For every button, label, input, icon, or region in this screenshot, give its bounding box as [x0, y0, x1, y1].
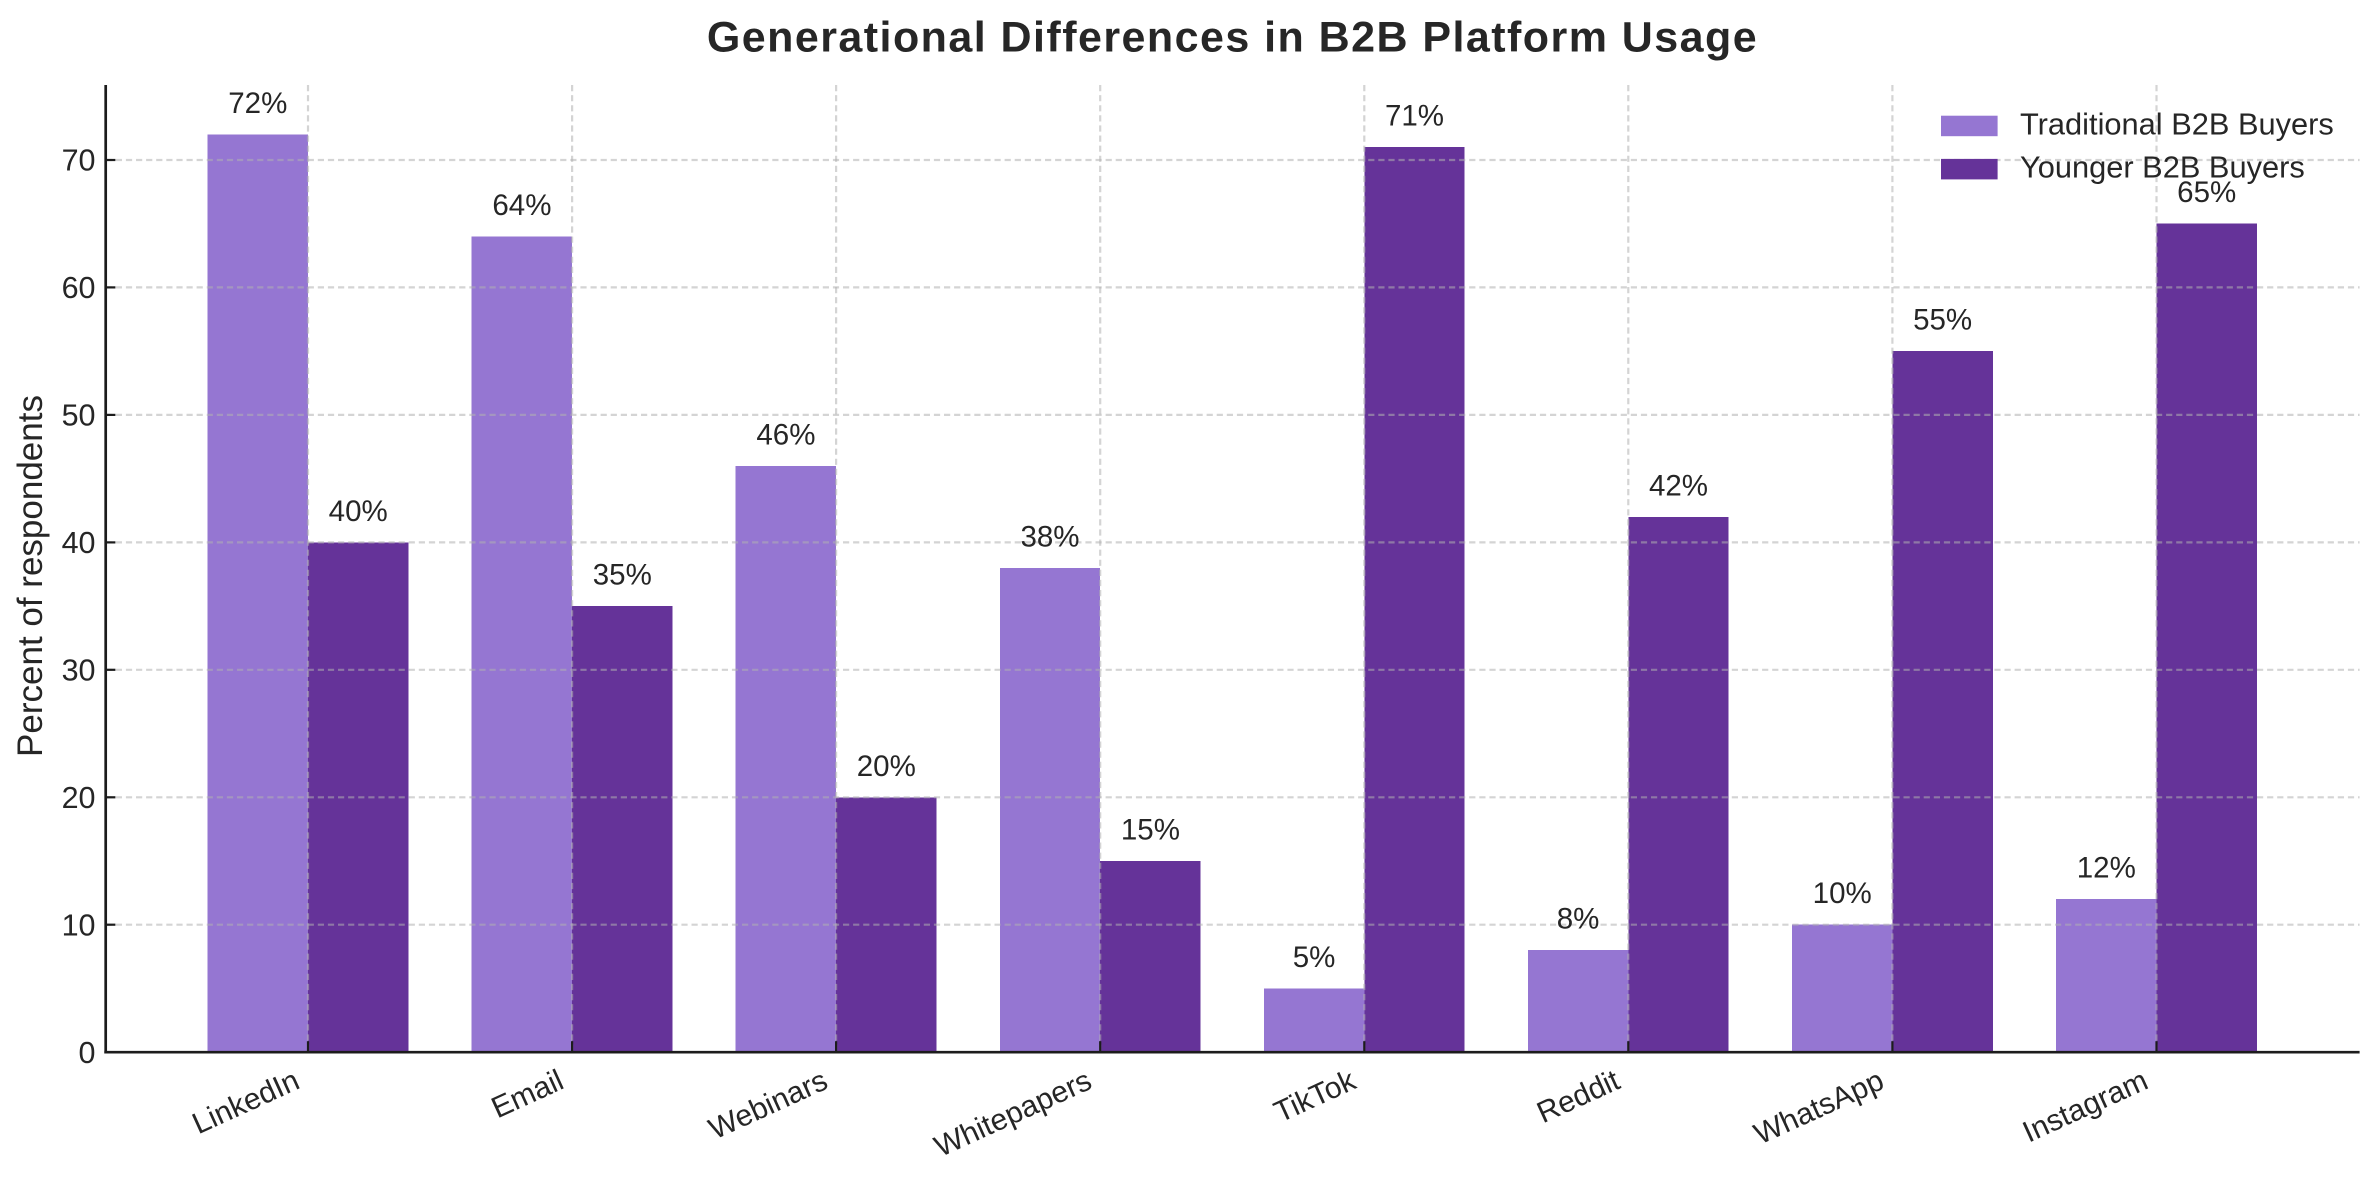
svg-text:Traditional B2B Buyers: Traditional B2B Buyers: [2020, 107, 2334, 142]
svg-text:30: 30: [62, 654, 96, 688]
svg-text:20: 20: [62, 781, 96, 815]
svg-text:38%: 38%: [1020, 520, 1079, 553]
svg-text:60: 60: [62, 271, 96, 305]
svg-text:64%: 64%: [492, 189, 551, 222]
svg-text:70: 70: [62, 144, 96, 178]
svg-text:0: 0: [79, 1036, 96, 1070]
svg-text:42%: 42%: [1649, 469, 1708, 502]
svg-text:8%: 8%: [1557, 903, 1600, 936]
svg-text:Younger B2B Buyers: Younger B2B Buyers: [2020, 150, 2305, 185]
svg-text:15%: 15%: [1121, 814, 1180, 847]
svg-text:46%: 46%: [756, 418, 815, 451]
svg-text:71%: 71%: [1385, 100, 1444, 133]
svg-text:12%: 12%: [2077, 852, 2136, 885]
svg-text:35%: 35%: [593, 559, 652, 592]
svg-text:72%: 72%: [228, 87, 287, 120]
svg-text:10%: 10%: [1813, 877, 1872, 910]
svg-text:5%: 5%: [1293, 941, 1336, 974]
svg-text:40: 40: [62, 526, 96, 560]
svg-text:50: 50: [62, 399, 96, 433]
svg-text:10: 10: [62, 908, 96, 942]
svg-text:40%: 40%: [329, 495, 388, 528]
svg-text:20%: 20%: [857, 750, 916, 783]
svg-text:55%: 55%: [1913, 304, 1972, 337]
svg-text:Percent of respondents: Percent of respondents: [11, 395, 50, 757]
svg-text:65%: 65%: [2177, 176, 2236, 209]
svg-text:Generational Differences in B2: Generational Differences in B2B Platform…: [707, 14, 1758, 62]
